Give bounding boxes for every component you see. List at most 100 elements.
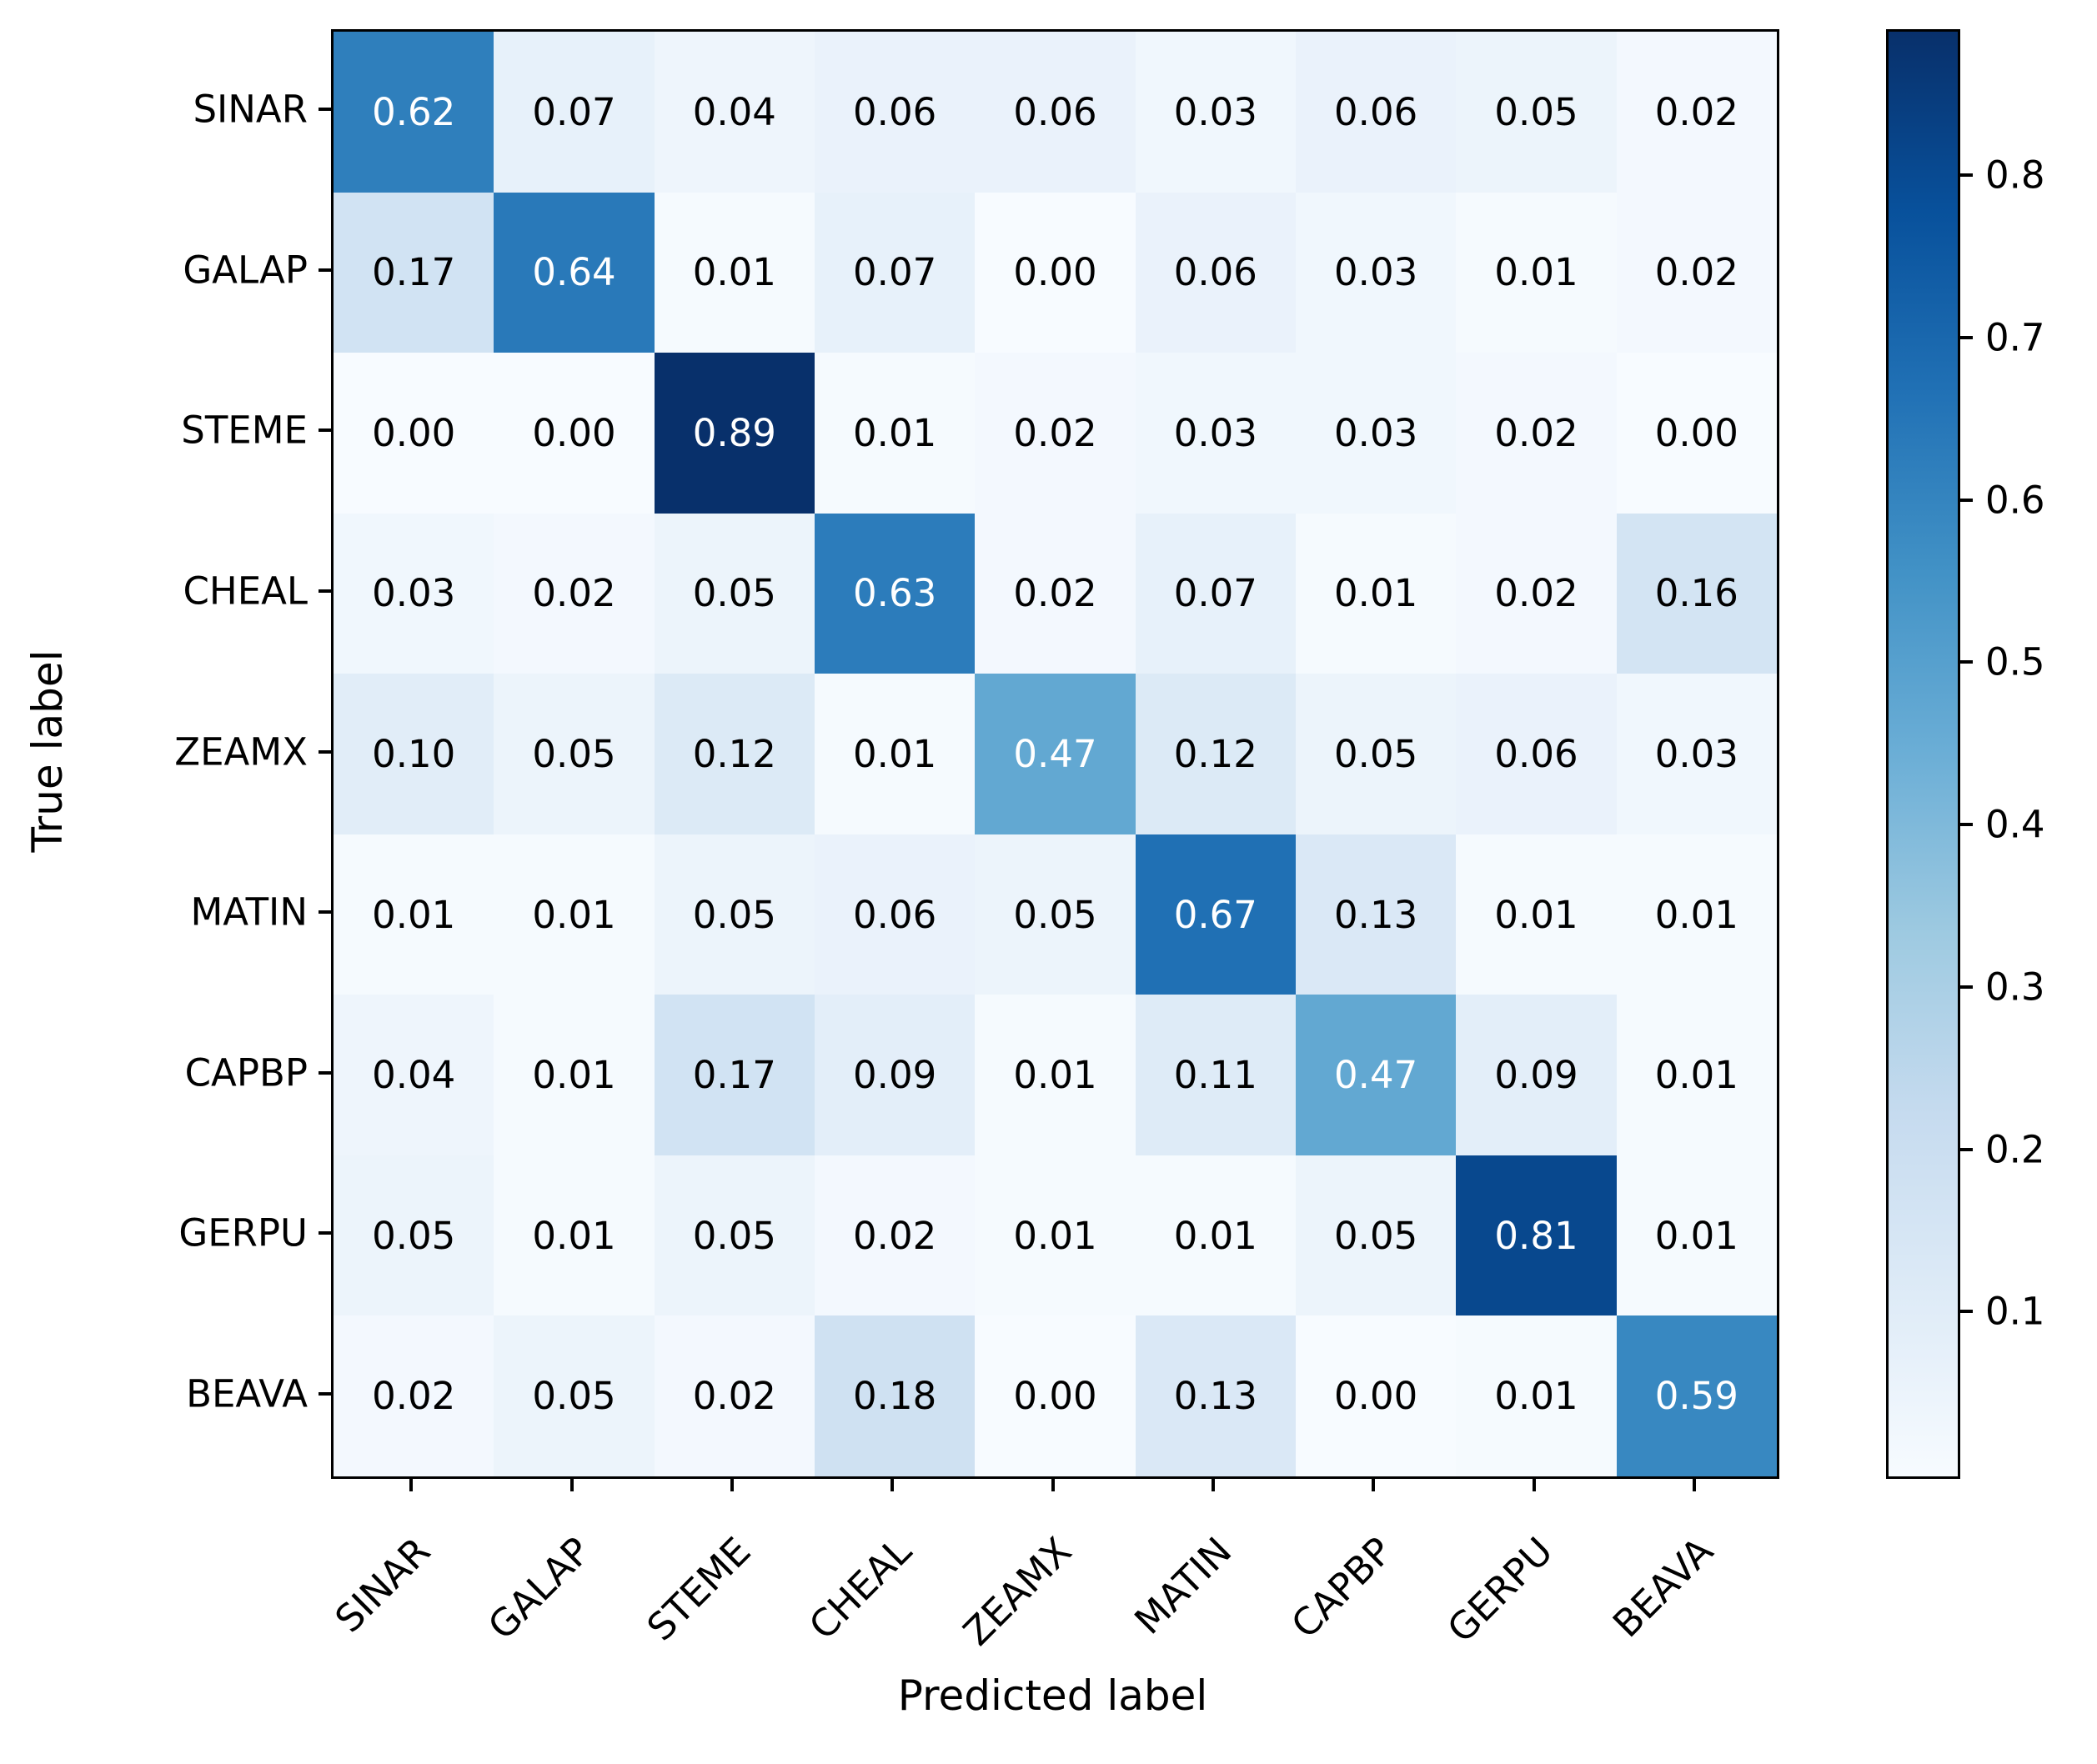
heatmap-cell: 0.06: [1135, 192, 1296, 353]
heatmap-cell: 0.01: [1456, 192, 1617, 353]
heatmap-cell: 0.01: [1135, 1155, 1296, 1316]
x-tick-mark: [409, 1479, 414, 1491]
colorbar-tick-mark: [1960, 985, 1973, 989]
heatmap-cell: 0.17: [654, 995, 815, 1155]
y-tick-mark: [319, 1391, 331, 1396]
heatmap-cell: 0.13: [1135, 1315, 1296, 1476]
heatmap-cell: 0.02: [814, 1155, 976, 1316]
heatmap-cell: 0.09: [1456, 995, 1617, 1155]
heatmap-cell: 0.05: [1456, 32, 1617, 193]
x-tick-mark: [1692, 1479, 1696, 1491]
colorbar-tick-mark: [1960, 173, 1973, 178]
colorbar-tick-mark: [1960, 335, 1973, 339]
heatmap-cell: 0.12: [1135, 674, 1296, 834]
heatmap-cell: 0.01: [814, 353, 976, 514]
y-tick-mark: [319, 1231, 331, 1235]
heatmap-cell: 0.02: [334, 1315, 494, 1476]
heatmap-cell: 0.13: [1295, 834, 1457, 995]
heatmap-cell: 0.00: [975, 1315, 1136, 1476]
heatmap-cell: 0.07: [814, 192, 976, 353]
heatmap-cell: 0.89: [654, 353, 815, 514]
heatmap-cell: 0.01: [975, 995, 1136, 1155]
heatmap-cell: 0.63: [814, 513, 976, 674]
x-tick-mark: [890, 1479, 895, 1491]
colorbar-tick-mark: [1960, 823, 1973, 827]
heatmap-cell: 0.47: [1295, 995, 1457, 1155]
colorbar-tick-mark: [1960, 1147, 1973, 1151]
y-tick-label: ZEAMX: [174, 729, 308, 774]
y-tick-mark: [319, 749, 331, 754]
colorbar-tick-label: 0.1: [1985, 1289, 2045, 1334]
heatmap-cell: 0.00: [494, 353, 655, 514]
y-tick-mark: [319, 268, 331, 272]
y-tick-label: SINAR: [193, 87, 308, 132]
heatmap-cell: 0.05: [654, 834, 815, 995]
heatmap-cell: 0.01: [1616, 995, 1777, 1155]
heatmap-cell: 0.02: [1616, 32, 1777, 193]
heatmap-cell: 0.05: [494, 1315, 655, 1476]
heatmap-cell: 0.64: [494, 192, 655, 353]
x-tick-label: MATIN: [1126, 1528, 1241, 1643]
x-tick-mark: [1372, 1479, 1376, 1491]
heatmap-cell: 0.06: [1456, 674, 1617, 834]
heatmap-cell: 0.01: [334, 834, 494, 995]
heatmap-cell: 0.05: [975, 834, 1136, 995]
heatmap-cell: 0.02: [654, 1315, 815, 1476]
heatmap-cell: 0.05: [334, 1155, 494, 1316]
y-tick-mark: [319, 108, 331, 112]
colorbar-tick-label: 0.4: [1985, 802, 2045, 847]
y-axis-title: True label: [23, 649, 72, 853]
heatmap-cell: 0.03: [1135, 32, 1296, 193]
x-tick-mark: [730, 1479, 734, 1491]
x-tick-label: GERPU: [1438, 1528, 1562, 1651]
heatmap-cell: 0.06: [814, 834, 976, 995]
colorbar: [1886, 29, 1960, 1479]
colorbar-tick-label: 0.7: [1985, 315, 2045, 360]
y-tick-mark: [319, 428, 331, 433]
y-tick-mark: [319, 910, 331, 915]
heatmap-cell: 0.18: [814, 1315, 976, 1476]
x-tick-mark: [569, 1479, 574, 1491]
heatmap-cell: 0.06: [814, 32, 976, 193]
heatmap-cell: 0.06: [1295, 32, 1457, 193]
heatmap-cell: 0.01: [494, 1155, 655, 1316]
heatmap-cell: 0.02: [494, 513, 655, 674]
x-tick-mark: [1051, 1479, 1055, 1491]
y-tick-label: GERPU: [178, 1210, 308, 1255]
heatmap-cell: 0.47: [975, 674, 1136, 834]
heatmap-cell: 0.62: [334, 32, 494, 193]
heatmap-cell: 0.04: [334, 995, 494, 1155]
heatmap-cell: 0.11: [1135, 995, 1296, 1155]
heatmap-cell: 0.07: [1135, 513, 1296, 674]
heatmap-cell: 0.04: [654, 32, 815, 193]
colorbar-tick-label: 0.3: [1985, 965, 2045, 1010]
x-tick-label: STEME: [638, 1528, 760, 1650]
heatmap-cell: 0.03: [1135, 353, 1296, 514]
heatmap-cell: 0.02: [1456, 353, 1617, 514]
heatmap-cell: 0.67: [1135, 834, 1296, 995]
heatmap-cell: 0.05: [494, 674, 655, 834]
heatmap-cell: 0.07: [494, 32, 655, 193]
heatmap-cell: 0.01: [1616, 834, 1777, 995]
heatmap-cell: 0.06: [975, 32, 1136, 193]
heatmap-grid: 0.62 0.07 0.04 0.06 0.06 0.03 0.06 0.05 0.02 0.17…: [334, 32, 1777, 1476]
heatmap-cell: 0.01: [494, 834, 655, 995]
x-tick-mark: [1532, 1479, 1536, 1491]
y-tick-mark: [319, 1070, 331, 1075]
y-tick-label: CAPBP: [184, 1050, 308, 1095]
y-tick-label: GALAP: [183, 248, 308, 293]
heatmap-cell: 0.01: [1456, 834, 1617, 995]
heatmap-cell: 0.03: [1295, 353, 1457, 514]
y-tick-label: MATIN: [190, 890, 308, 935]
confusion-matrix-plot: 0.62 0.07 0.04 0.06 0.06 0.03 0.06 0.05 0.02 0.17…: [331, 29, 1779, 1479]
heatmap-cell: 0.10: [334, 674, 494, 834]
colorbar-tick-label: 0.6: [1985, 478, 2045, 523]
x-tick-label: ZEAMX: [954, 1528, 1081, 1655]
heatmap-cell: 0.03: [334, 513, 494, 674]
heatmap-cell: 0.01: [494, 995, 655, 1155]
heatmap-cell: 0.17: [334, 192, 494, 353]
heatmap-cell: 0.00: [1295, 1315, 1457, 1476]
heatmap-cell: 0.12: [654, 674, 815, 834]
heatmap-cell: 0.01: [1295, 513, 1457, 674]
